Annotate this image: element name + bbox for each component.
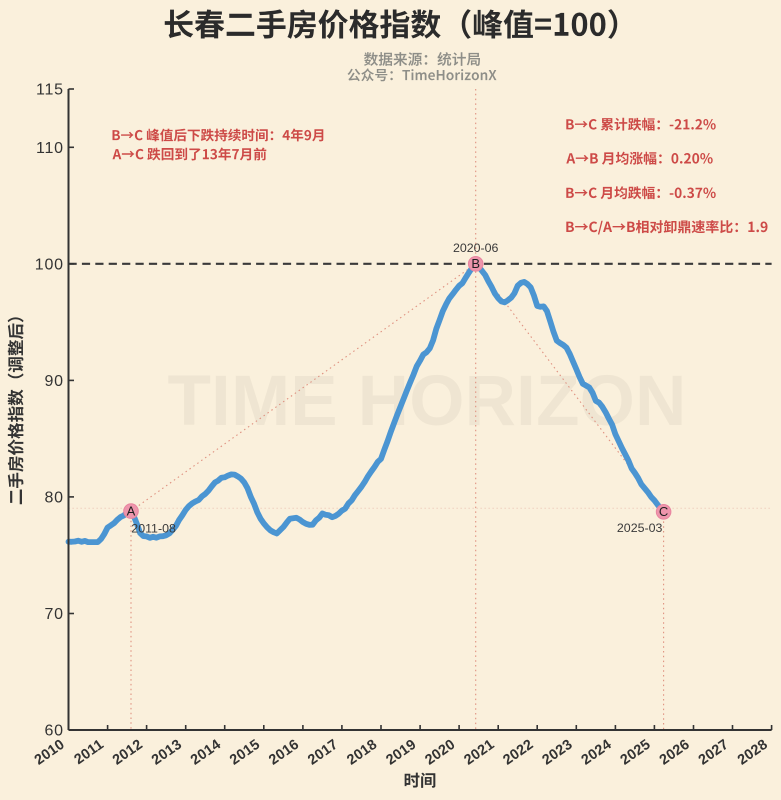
svg-text:80: 80 <box>44 490 63 507</box>
svg-text:60: 60 <box>44 723 63 740</box>
svg-text:110: 110 <box>36 140 64 157</box>
svg-text:90: 90 <box>44 373 63 390</box>
svg-text:C: C <box>659 504 668 519</box>
svg-text:100: 100 <box>35 257 64 274</box>
svg-text:2011-08: 2011-08 <box>131 521 176 535</box>
svg-text:2025-03: 2025-03 <box>617 521 663 535</box>
svg-text:115: 115 <box>36 82 64 99</box>
svg-text:2020-06: 2020-06 <box>453 241 499 255</box>
svg-text:A: A <box>127 504 136 519</box>
svg-text:B: B <box>471 256 480 271</box>
svg-text:70: 70 <box>44 606 63 623</box>
